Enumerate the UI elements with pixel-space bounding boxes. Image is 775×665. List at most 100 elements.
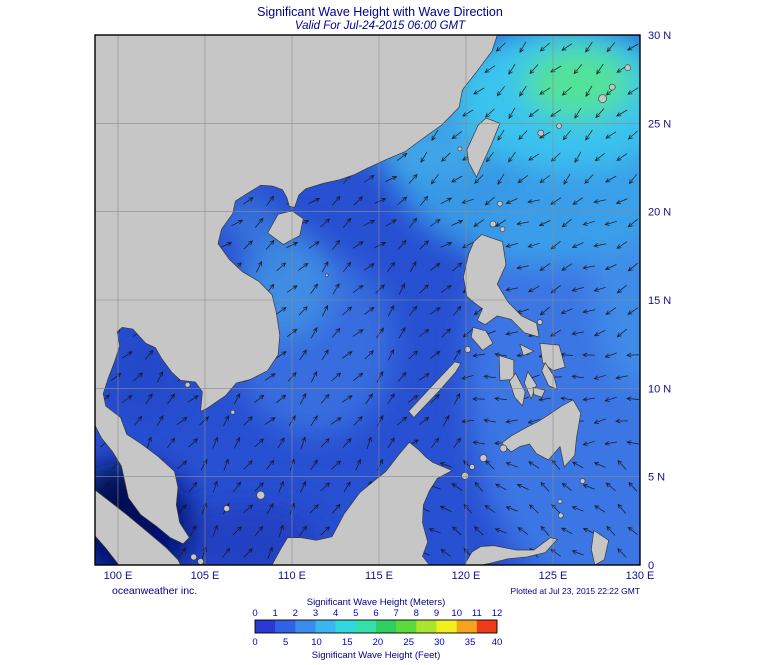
landmass-north-sulawesi bbox=[463, 537, 558, 565]
small-island bbox=[598, 94, 607, 103]
landmass-hainan bbox=[267, 210, 304, 245]
meters-tick-4: 4 bbox=[333, 608, 338, 619]
small-island bbox=[608, 83, 616, 91]
colorbar-segment-10 bbox=[456, 620, 478, 633]
lon-label-130-E: 130 E bbox=[626, 570, 655, 582]
meters-tick-3: 3 bbox=[313, 608, 318, 619]
landmass-layer bbox=[95, 35, 632, 565]
small-island bbox=[190, 553, 197, 561]
lat-label-20-N: 20 N bbox=[648, 207, 671, 219]
small-island bbox=[464, 346, 472, 353]
lon-label-115-E: 115 E bbox=[365, 570, 393, 582]
plotted-at-timestamp: Plotted at Jul 23, 2015 22:22 GMT bbox=[511, 586, 640, 596]
lon-label-105-E: 105 E bbox=[191, 570, 220, 582]
small-island bbox=[497, 200, 503, 207]
feet-tick-40: 40 bbox=[492, 637, 503, 648]
map-frame bbox=[94, 34, 641, 566]
landmass-mainland-asia bbox=[95, 35, 498, 545]
map-subtitle: Valid For Jul-24-2015 06:00 GMT bbox=[295, 20, 466, 32]
small-island bbox=[537, 319, 543, 325]
small-island bbox=[557, 499, 563, 504]
small-island bbox=[223, 505, 230, 512]
feet-tick-15: 15 bbox=[342, 637, 353, 648]
small-island bbox=[557, 512, 564, 519]
meters-tick-1: 1 bbox=[273, 608, 278, 619]
colorbar-border bbox=[254, 619, 498, 634]
meters-tick-row: 0 1 2 3 4 5 6 7 8 9 10 11 12 bbox=[252, 608, 502, 619]
feet-tick-0: 0 bbox=[252, 637, 257, 648]
latitude-labels: 30 N 25 N 20 N 15 N 10 N 5 N 0 bbox=[648, 30, 671, 572]
lat-label-30-N: 30 N bbox=[648, 30, 671, 42]
colorbar-segment-4 bbox=[335, 620, 357, 633]
landmass-borneo bbox=[271, 441, 453, 565]
meters-tick-7: 7 bbox=[394, 608, 399, 619]
small-island bbox=[556, 123, 562, 129]
meters-tick-9: 9 bbox=[434, 608, 439, 619]
landmass-bohol bbox=[532, 386, 546, 398]
landmass-negros bbox=[509, 372, 526, 407]
oceanweather-credit: oceanweather inc. bbox=[112, 585, 197, 597]
meters-tick-2: 2 bbox=[293, 608, 298, 619]
small-island bbox=[461, 471, 469, 480]
small-island bbox=[489, 220, 497, 228]
colorbar-segment-11 bbox=[476, 620, 498, 633]
colorbar-segment-9 bbox=[436, 620, 457, 633]
colorbar-segment-1 bbox=[275, 620, 296, 633]
landmass-halmahera bbox=[590, 529, 610, 565]
lat-label-25-N: 25 N bbox=[648, 118, 671, 130]
graticule bbox=[95, 35, 640, 565]
feet-tick-30: 30 bbox=[434, 637, 445, 648]
lat-label-10-N: 10 N bbox=[648, 383, 671, 395]
meters-tick-6: 6 bbox=[373, 608, 378, 619]
small-island bbox=[537, 129, 545, 137]
small-island bbox=[579, 478, 586, 484]
map-plot-area bbox=[95, 35, 640, 565]
feet-tick-35: 35 bbox=[465, 637, 476, 648]
landmass-taiwan bbox=[466, 117, 501, 178]
landmass-palawan bbox=[408, 361, 462, 419]
lon-label-125-E: 125 E bbox=[539, 570, 568, 582]
map-title: Significant Wave Height with Wave Direct… bbox=[257, 5, 503, 19]
landmass-mindoro bbox=[470, 326, 494, 351]
colorbar-segment-6 bbox=[376, 620, 397, 633]
colorbar-segment-3 bbox=[315, 620, 336, 633]
small-island bbox=[324, 273, 329, 278]
meters-tick-5: 5 bbox=[353, 608, 358, 619]
meters-tick-0: 0 bbox=[252, 608, 257, 619]
colorbar-segment-0 bbox=[255, 620, 276, 633]
landmass-sumatra bbox=[95, 489, 181, 565]
lon-label-100-E: 100 E bbox=[104, 570, 133, 582]
colorbar bbox=[255, 620, 498, 633]
small-island bbox=[499, 226, 506, 233]
meters-tick-12: 12 bbox=[492, 608, 503, 619]
colorbar-segment-5 bbox=[355, 620, 377, 633]
small-island bbox=[184, 381, 191, 388]
meters-tick-10: 10 bbox=[451, 608, 462, 619]
legend-meters-label: Significant Wave Height (Meters) bbox=[307, 597, 446, 608]
lat-label-15-N: 15 N bbox=[648, 295, 671, 307]
small-island bbox=[624, 64, 632, 71]
small-island bbox=[197, 558, 204, 565]
lon-label-110-E: 110 E bbox=[278, 570, 306, 582]
lat-label-0: 0 bbox=[648, 560, 654, 572]
legend-feet-label: Significant Wave Height (Feet) bbox=[312, 650, 440, 661]
shade-ne-green bbox=[523, 45, 635, 120]
small-island bbox=[457, 146, 463, 152]
landmass-masbate bbox=[519, 343, 535, 357]
landmass-panay bbox=[498, 355, 515, 381]
small-island bbox=[469, 464, 475, 470]
lat-label-5-N: 5 N bbox=[648, 472, 665, 484]
meters-tick-8: 8 bbox=[414, 608, 419, 619]
feet-tick-row: 0 5 10 15 20 25 30 35 40 bbox=[252, 637, 502, 648]
small-island bbox=[499, 444, 508, 453]
feet-tick-20: 20 bbox=[373, 637, 384, 648]
colorbar-segment-2 bbox=[295, 620, 316, 633]
meters-tick-11: 11 bbox=[472, 608, 482, 619]
feet-tick-25: 25 bbox=[403, 637, 414, 648]
longitude-labels: 100 E 105 E 110 E 115 E 120 E 125 E 130 E bbox=[104, 570, 655, 582]
feet-tick-10: 10 bbox=[311, 637, 322, 648]
colorbar-segment-8 bbox=[416, 620, 437, 633]
